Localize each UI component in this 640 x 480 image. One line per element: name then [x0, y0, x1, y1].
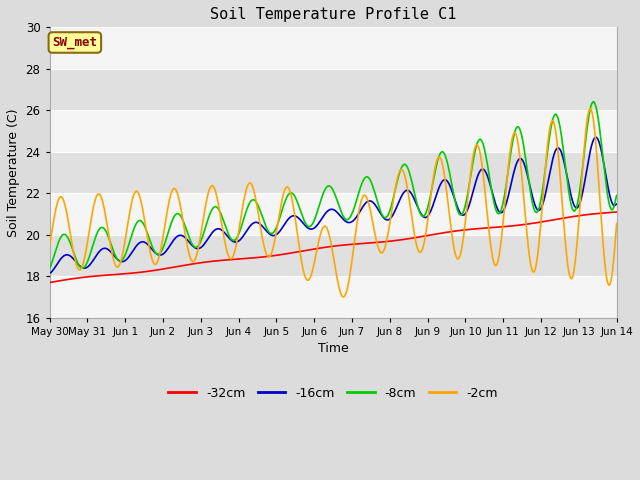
X-axis label: Time: Time	[317, 342, 348, 355]
Text: SW_met: SW_met	[52, 36, 97, 49]
Legend: -32cm, -16cm, -8cm, -2cm: -32cm, -16cm, -8cm, -2cm	[163, 382, 503, 405]
Bar	[49, 235, 617, 276]
Bar	[49, 152, 617, 193]
Y-axis label: Soil Temperature (C): Soil Temperature (C)	[7, 108, 20, 237]
Title: Soil Temperature Profile C1: Soil Temperature Profile C1	[210, 7, 456, 22]
Bar	[49, 69, 617, 110]
